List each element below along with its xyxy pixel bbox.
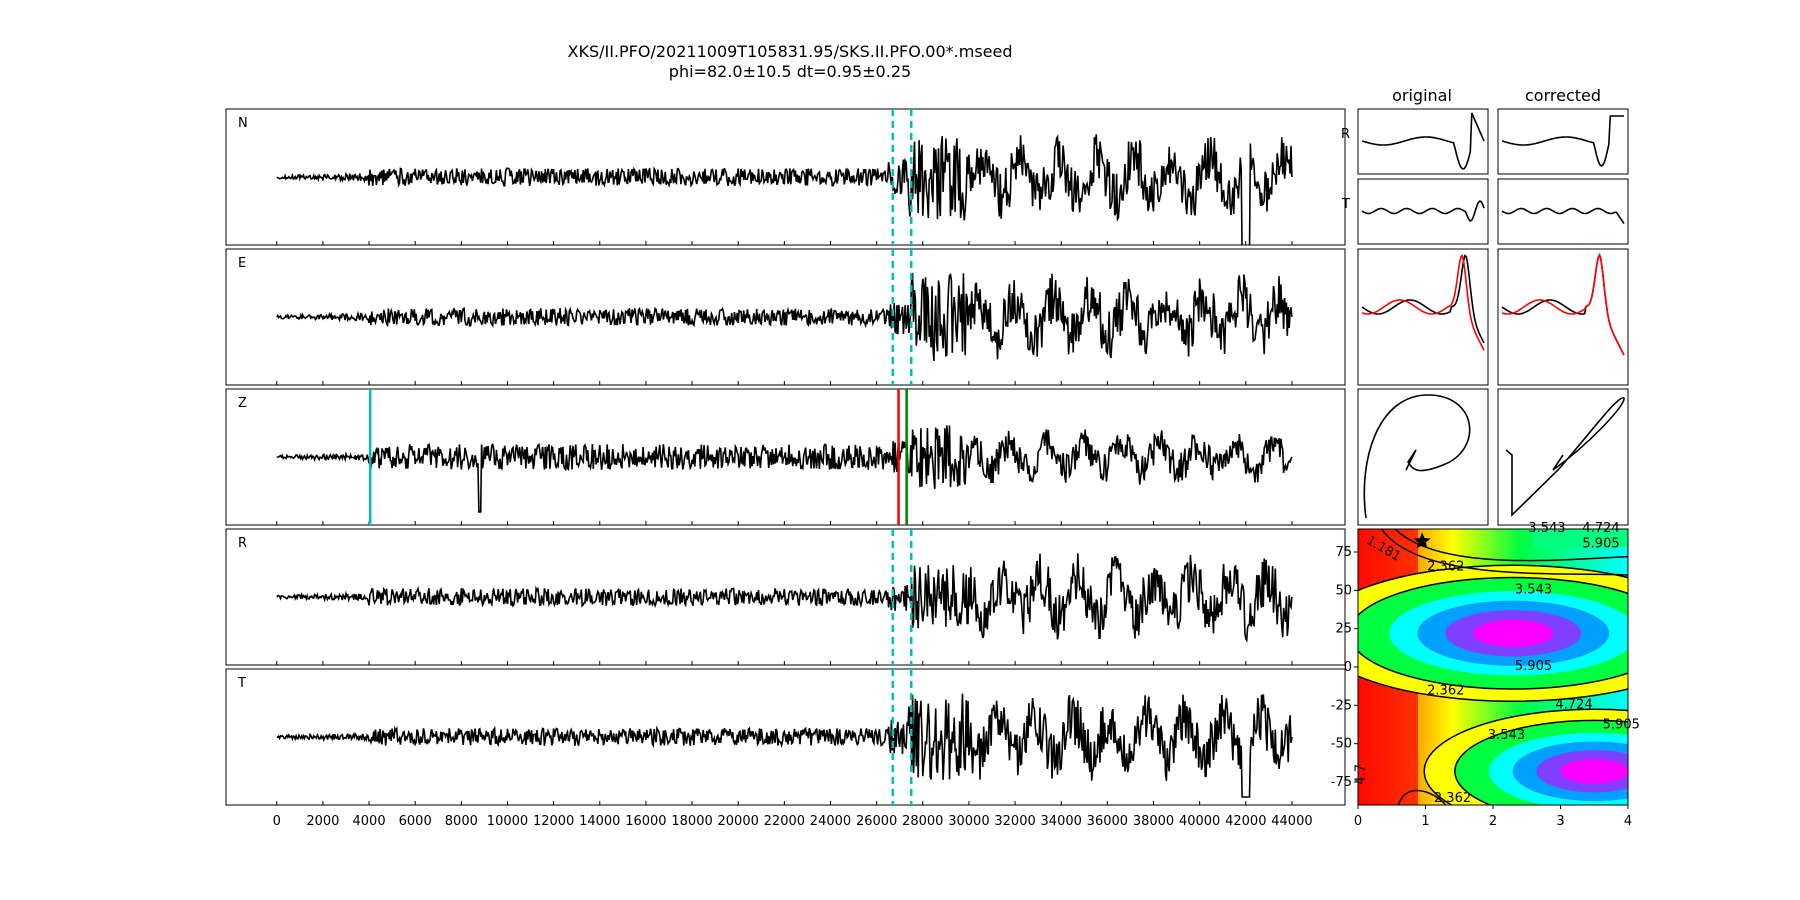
trace-label-e: E [238, 256, 246, 271]
contour-label: 2.362 [1434, 791, 1471, 806]
upper-maximum-contour [1358, 564, 1628, 702]
surface-top-band [1533, 529, 1628, 547]
xtick-label: 38000 [1133, 814, 1174, 829]
trace-label-r: R [238, 536, 247, 551]
side-panel-frame [1497, 178, 1629, 245]
surface-ytick-label: 25 [1335, 622, 1352, 637]
surface-ytick-label: -75 [1331, 775, 1352, 790]
trace-z [276, 425, 1293, 513]
surface-xtick-label: 2 [1489, 814, 1497, 829]
corrected-column-title: corrected [1524, 86, 1602, 105]
side-panel-frame [1357, 108, 1489, 175]
figure-subtitle: phi=82.0±10.5 dt=0.95±0.25 [668, 62, 912, 81]
side-panel-frame [1357, 388, 1489, 526]
xtick-label: 40000 [1179, 814, 1220, 829]
contour-line [1381, 529, 1628, 576]
original-column-title: original [1392, 86, 1452, 105]
xtick-label: 18000 [671, 814, 712, 829]
lower-maximum-contour [1454, 719, 1628, 805]
panel-frame-t [225, 668, 1346, 806]
trace-e [276, 272, 1293, 362]
xtick-label: 24000 [810, 814, 851, 829]
side-t-trace [1361, 200, 1485, 223]
side-row-label: T [1341, 197, 1350, 212]
waveform-z [276, 425, 1293, 513]
xtick-label: 16000 [625, 814, 666, 829]
surface-xtick-label: 4 [1624, 814, 1632, 829]
side-panel-frame [1497, 108, 1629, 175]
trace-r [276, 553, 1293, 643]
surface-ytick-label: 0 [1344, 660, 1352, 675]
side-overlay-trace [1361, 254, 1485, 344]
xtick-label: 42000 [1225, 814, 1266, 829]
waveform-r [276, 553, 1293, 643]
waveform-e [276, 272, 1293, 362]
panel-frame-e [225, 248, 1346, 386]
surface-ytick-label: -50 [1331, 737, 1352, 752]
particle-motion [1363, 394, 1471, 519]
xtick-label: 4000 [353, 814, 386, 829]
xtick-label: 30000 [948, 814, 989, 829]
side-panel-frame [1357, 178, 1489, 245]
xtick-label: 28000 [902, 814, 943, 829]
upper-maximum-contour [1358, 576, 1628, 690]
trace-label-n: N [238, 116, 248, 131]
xtick-label: 2000 [306, 814, 339, 829]
side-panel-frame [1357, 248, 1489, 386]
side-overlay-trace [1501, 252, 1625, 356]
contour-label: 3.543 [1488, 728, 1525, 743]
xtick-label: 26000 [856, 814, 897, 829]
xtick-label: 8000 [445, 814, 478, 829]
xtick-label: 12000 [533, 814, 574, 829]
surface-ytick-label: 75 [1335, 545, 1352, 560]
waveform-n [276, 134, 1293, 245]
trace-n [276, 134, 1293, 245]
contour-label: 5.905 [1603, 717, 1640, 732]
side-panel-frame [1497, 248, 1629, 386]
xtick-label: 22000 [764, 814, 805, 829]
xtick-label: 36000 [1087, 814, 1128, 829]
surface-ytick-label: 50 [1335, 583, 1352, 598]
particle-motion [1505, 397, 1625, 517]
trace-label-z: Z [238, 396, 247, 411]
side-t-trace [1501, 207, 1625, 225]
panel-frame-z [225, 388, 1346, 526]
waveform-t [276, 693, 1293, 798]
contour-label: 2.362 [1427, 684, 1464, 699]
panel-frame-r [225, 528, 1346, 666]
lower-maximum-contour [1423, 708, 1628, 805]
contour-label: 3.543 [1515, 582, 1552, 597]
contour-label: 5.905 [1582, 536, 1619, 551]
contour-line [1394, 529, 1628, 562]
xtick-label: 34000 [1041, 814, 1082, 829]
xtick-label: 44000 [1271, 814, 1312, 829]
xtick-label: 20000 [718, 814, 759, 829]
surface-xtick-label: 3 [1556, 814, 1564, 829]
panel-frame-n [225, 108, 1346, 246]
xtick-label: 10000 [487, 814, 528, 829]
lower-maximum-ring [1560, 758, 1628, 784]
xtick-label: 32000 [994, 814, 1035, 829]
contour-label: 5.905 [1515, 659, 1552, 674]
trace-label-t: T [237, 676, 246, 691]
surface-ytick-label: -25 [1331, 698, 1352, 713]
side-r-trace [1361, 112, 1485, 170]
xtick-label: 0 [273, 814, 281, 829]
contour-label: 2.362 [1427, 559, 1464, 574]
surface-xtick-label: 0 [1354, 814, 1362, 829]
side-overlay-trace [1361, 254, 1485, 351]
xtick-label: 6000 [399, 814, 432, 829]
upper-maximum-ring [1473, 619, 1554, 647]
figure-title: XKS/II.PFO/20211009T105831.95/SKS.II.PFO… [567, 42, 1013, 61]
error-surface-fill [1358, 529, 1628, 805]
surface-xtick-label: 1 [1421, 814, 1429, 829]
contour-label: 4.724 [1555, 697, 1592, 712]
xtick-label: 14000 [579, 814, 620, 829]
side-panel-frame [1497, 388, 1629, 526]
side-r-trace [1501, 115, 1624, 167]
trace-t [276, 693, 1293, 798]
best-fit-star [1413, 532, 1431, 549]
contour-line [1397, 789, 1447, 805]
